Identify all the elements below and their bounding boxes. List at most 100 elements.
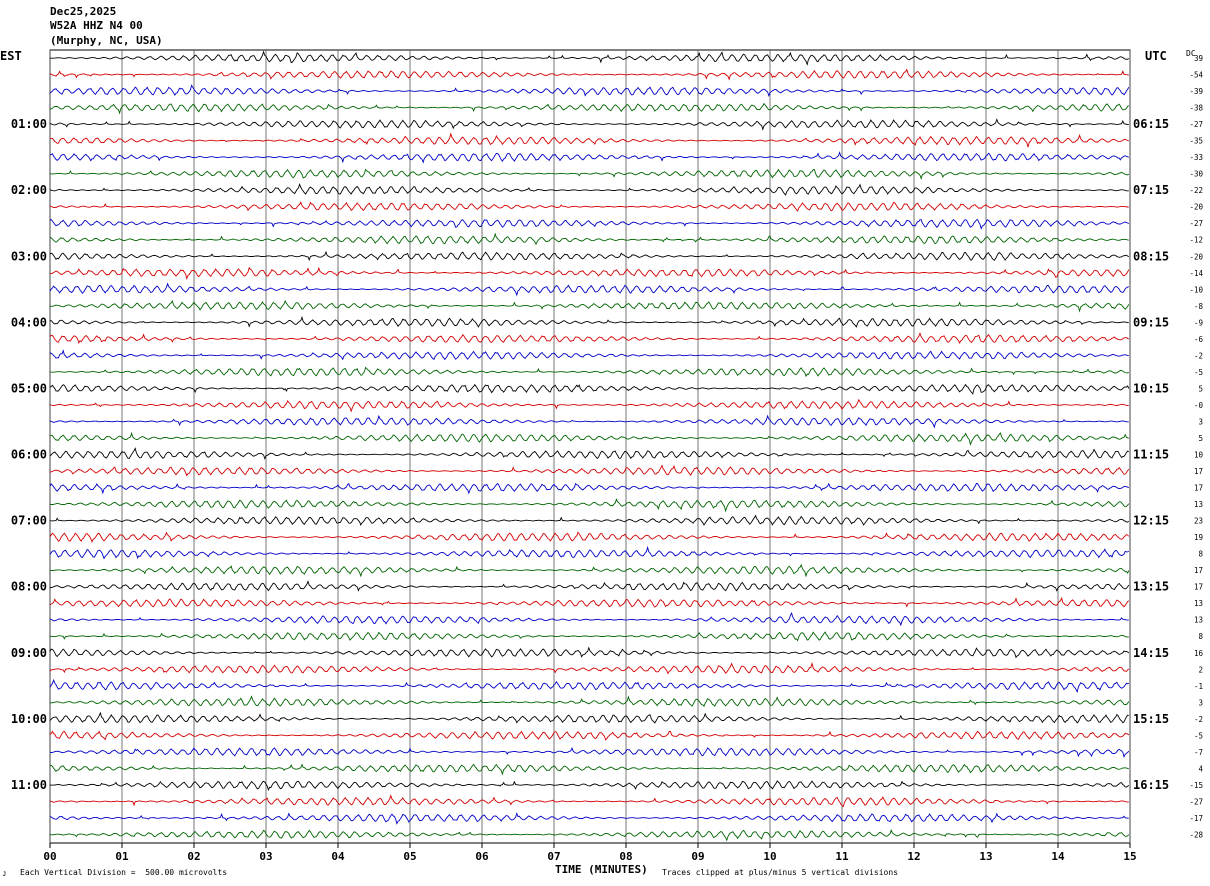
est-hour-label: 10:00 — [11, 712, 47, 726]
dc-offset-label: -2 — [1194, 715, 1203, 724]
seismic-trace — [49, 414, 1129, 429]
dc-offset-label: 13 — [1194, 616, 1203, 625]
est-hour-label: 11:00 — [11, 778, 47, 792]
seismic-trace — [49, 118, 1129, 131]
seismic-trace — [49, 545, 1130, 560]
seismic-trace — [49, 730, 1130, 741]
dc-offset-label: -35 — [1189, 137, 1203, 146]
utc-hour-label: 14:15 — [1133, 646, 1169, 660]
seismic-trace — [49, 332, 1130, 345]
seismic-trace — [49, 464, 1130, 477]
dc-offset-label: 10 — [1194, 451, 1204, 460]
dc-header: DC — [1186, 49, 1196, 58]
est-hour-label: 05:00 — [11, 381, 47, 395]
seismic-trace — [49, 482, 1130, 495]
dc-offset-label: -22 — [1189, 186, 1203, 195]
dc-offset-label: -27 — [1189, 219, 1203, 228]
utc-hour-label: 10:15 — [1133, 381, 1169, 395]
est-hour-label: 07:00 — [11, 514, 47, 528]
seismic-trace — [49, 50, 1130, 66]
seismic-trace — [49, 102, 1130, 115]
utc-hour-label: 12:15 — [1133, 514, 1169, 528]
right-timezone-label: UTC — [1145, 49, 1167, 63]
x-tick-label: 07 — [547, 850, 560, 863]
plot-frame — [49, 49, 1131, 844]
dc-offset-label: -0 — [1194, 401, 1204, 410]
dc-offset-label: 3 — [1198, 417, 1203, 426]
seismic-trace — [49, 747, 1130, 758]
dc-offset-label: -20 — [1189, 203, 1203, 212]
plot-grid — [49, 49, 1131, 848]
clip-note: Traces clipped at plus/minus 5 vertical … — [662, 868, 899, 877]
dc-offset-label: 13 — [1194, 500, 1203, 509]
x-tick-label: 03 — [259, 850, 272, 863]
seismic-trace — [49, 780, 1130, 792]
trace-layer — [49, 50, 1130, 842]
utc-hour-label: 06:15 — [1133, 117, 1169, 131]
seismic-trace — [49, 68, 1129, 81]
est-hour-label: 09:00 — [11, 646, 47, 660]
seismic-trace — [49, 201, 1129, 212]
dc-offset-label: -5 — [1194, 731, 1203, 740]
dc-offset-label: 17 — [1194, 566, 1203, 575]
seismic-trace — [49, 531, 1130, 543]
x-tick-label: 11 — [835, 850, 849, 863]
seismic-trace — [49, 282, 1129, 297]
seismic-trace — [49, 678, 1130, 694]
utc-hour-label: 09:15 — [1133, 315, 1169, 329]
seismic-trace — [49, 366, 1129, 378]
dc-offset-label: 23 — [1194, 517, 1203, 526]
dc-offset-label: 8 — [1198, 632, 1203, 641]
x-tick-label: 14 — [1051, 850, 1065, 863]
dc-offset-label: -15 — [1189, 781, 1203, 790]
dc-offset-label: 17 — [1194, 467, 1203, 476]
seismic-trace — [49, 447, 1130, 460]
dc-offset-label: 8 — [1198, 550, 1203, 559]
dc-offset-label: -2 — [1194, 351, 1203, 360]
utc-hour-label: 16:15 — [1133, 778, 1169, 792]
station-location: (Murphy, NC, USA) — [50, 34, 163, 47]
seismic-trace — [49, 612, 1129, 627]
left-timezone-label: EST — [0, 49, 22, 63]
x-tick-label: 10 — [763, 850, 776, 863]
scale-note: Each Vertical Division = 500.00 microvol… — [20, 868, 228, 877]
seismic-trace — [49, 299, 1130, 313]
seismic-trace — [49, 398, 1129, 413]
dc-offset-label: -54 — [1189, 71, 1203, 80]
dc-offset-label: 16 — [1194, 649, 1204, 658]
dc-offset-label: -7 — [1194, 748, 1203, 757]
est-hour-label: 02:00 — [11, 183, 47, 197]
utc-hour-label: 08:15 — [1133, 249, 1169, 263]
seismic-trace — [49, 132, 1130, 148]
dc-offset-label: -30 — [1189, 170, 1203, 179]
dc-offset-label: 3 — [1198, 698, 1203, 707]
seismic-trace — [50, 763, 1129, 776]
dc-offset-label: -9 — [1194, 318, 1203, 327]
x-tick-label: 04 — [331, 850, 345, 863]
seismic-trace — [49, 695, 1130, 708]
seismic-trace — [49, 232, 1129, 246]
x-tick-label: 05 — [403, 850, 416, 863]
dc-offset-label: -1 — [1194, 682, 1203, 691]
est-hour-label: 08:00 — [11, 580, 47, 594]
dc-offset-label: 17 — [1194, 583, 1203, 592]
seismic-trace — [49, 182, 1129, 196]
seismic-trace — [49, 829, 1130, 842]
dc-offset-label: -14 — [1189, 269, 1203, 278]
dc-offset-label: -27 — [1189, 120, 1203, 129]
x-tick-label: 01 — [115, 850, 129, 863]
x-axis-title: TIME (MINUTES) — [555, 863, 648, 876]
seismic-trace — [49, 250, 1130, 262]
dc-offset-label: -28 — [1189, 830, 1203, 839]
est-hour-label: 06:00 — [11, 448, 47, 462]
seismic-trace — [49, 218, 1130, 230]
dc-offset-label: -10 — [1189, 285, 1203, 294]
seismic-trace — [49, 84, 1130, 98]
dc-offset-label: -6 — [1194, 335, 1204, 344]
est-hour-label: 03:00 — [11, 249, 47, 263]
dc-offset-label: -27 — [1189, 797, 1203, 806]
x-tick-label: 13 — [979, 850, 992, 863]
dc-offset-label: -20 — [1189, 252, 1203, 261]
corner-mark: ᴊ — [2, 869, 7, 878]
seismic-trace — [49, 661, 1130, 675]
